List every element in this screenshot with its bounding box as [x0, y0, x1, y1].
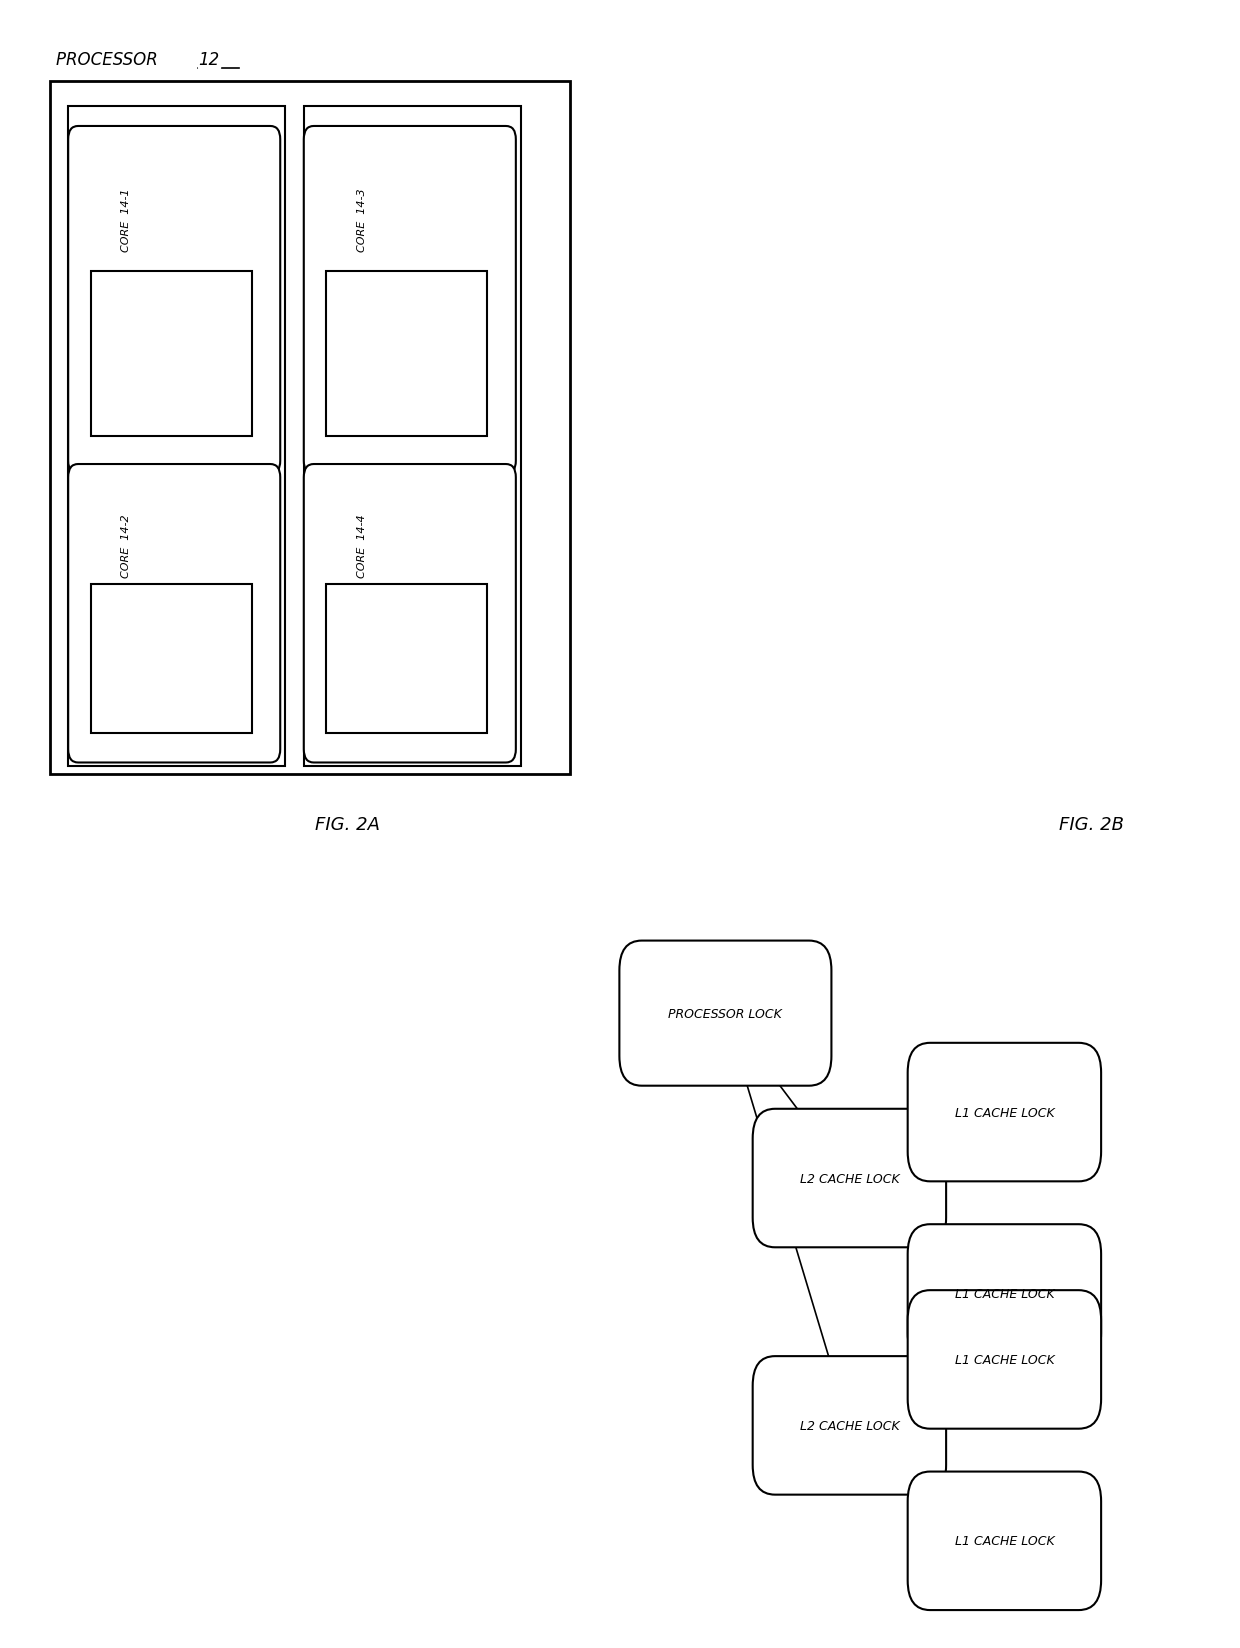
Text: CORE  14-2: CORE 14-2 — [122, 514, 131, 578]
Text: CORE  14-3: CORE 14-3 — [357, 188, 367, 252]
Text: L2 CACHE LOCK: L2 CACHE LOCK — [800, 1419, 899, 1432]
Text: L1 CACHE  15-4: L1 CACHE 15-4 — [402, 621, 412, 697]
Text: L1 CACHE  15-1: L1 CACHE 15-1 — [166, 316, 176, 392]
FancyBboxPatch shape — [304, 107, 521, 766]
FancyBboxPatch shape — [68, 127, 280, 475]
Text: 12: 12 — [198, 51, 219, 69]
Text: FIG. 2A: FIG. 2A — [315, 816, 379, 834]
Text: CORE  14-1: CORE 14-1 — [122, 188, 131, 252]
Text: PROCESSOR LOCK: PROCESSOR LOCK — [668, 1007, 782, 1020]
FancyBboxPatch shape — [68, 107, 285, 766]
Text: CORE  14-4: CORE 14-4 — [357, 514, 367, 578]
FancyBboxPatch shape — [326, 585, 487, 733]
Text: L1 CACHE LOCK: L1 CACHE LOCK — [955, 1287, 1054, 1300]
Text: 13-1: 13-1 — [102, 641, 130, 654]
FancyBboxPatch shape — [326, 272, 487, 437]
Text: L1 CACHE LOCK: L1 CACHE LOCK — [955, 1353, 1054, 1366]
FancyBboxPatch shape — [753, 1356, 946, 1495]
FancyBboxPatch shape — [91, 585, 252, 733]
FancyBboxPatch shape — [68, 465, 280, 763]
Text: L1 CACHE LOCK: L1 CACHE LOCK — [955, 1106, 1054, 1119]
Text: L2 CACHE LOCK: L2 CACHE LOCK — [800, 1172, 899, 1185]
FancyBboxPatch shape — [304, 127, 516, 475]
FancyBboxPatch shape — [50, 82, 570, 775]
Text: L1 CACHE LOCK: L1 CACHE LOCK — [955, 1534, 1054, 1547]
FancyBboxPatch shape — [91, 272, 252, 437]
Text: L1 CACHE  15-3: L1 CACHE 15-3 — [402, 316, 412, 392]
Text: PROCESSOR: PROCESSOR — [56, 51, 169, 69]
FancyBboxPatch shape — [304, 465, 516, 763]
Text: L2 CACHE: L2 CACHE — [345, 504, 358, 567]
Text: FIG. 2B: FIG. 2B — [1059, 816, 1123, 834]
FancyBboxPatch shape — [753, 1109, 946, 1248]
Text: L1 CACHE  15-2: L1 CACHE 15-2 — [166, 621, 176, 697]
Text: L2 CACHE: L2 CACHE — [109, 504, 123, 567]
FancyBboxPatch shape — [908, 1043, 1101, 1182]
Text: 13-2: 13-2 — [337, 641, 366, 654]
FancyBboxPatch shape — [908, 1290, 1101, 1429]
FancyBboxPatch shape — [908, 1472, 1101, 1610]
FancyBboxPatch shape — [619, 941, 831, 1086]
FancyBboxPatch shape — [908, 1224, 1101, 1363]
